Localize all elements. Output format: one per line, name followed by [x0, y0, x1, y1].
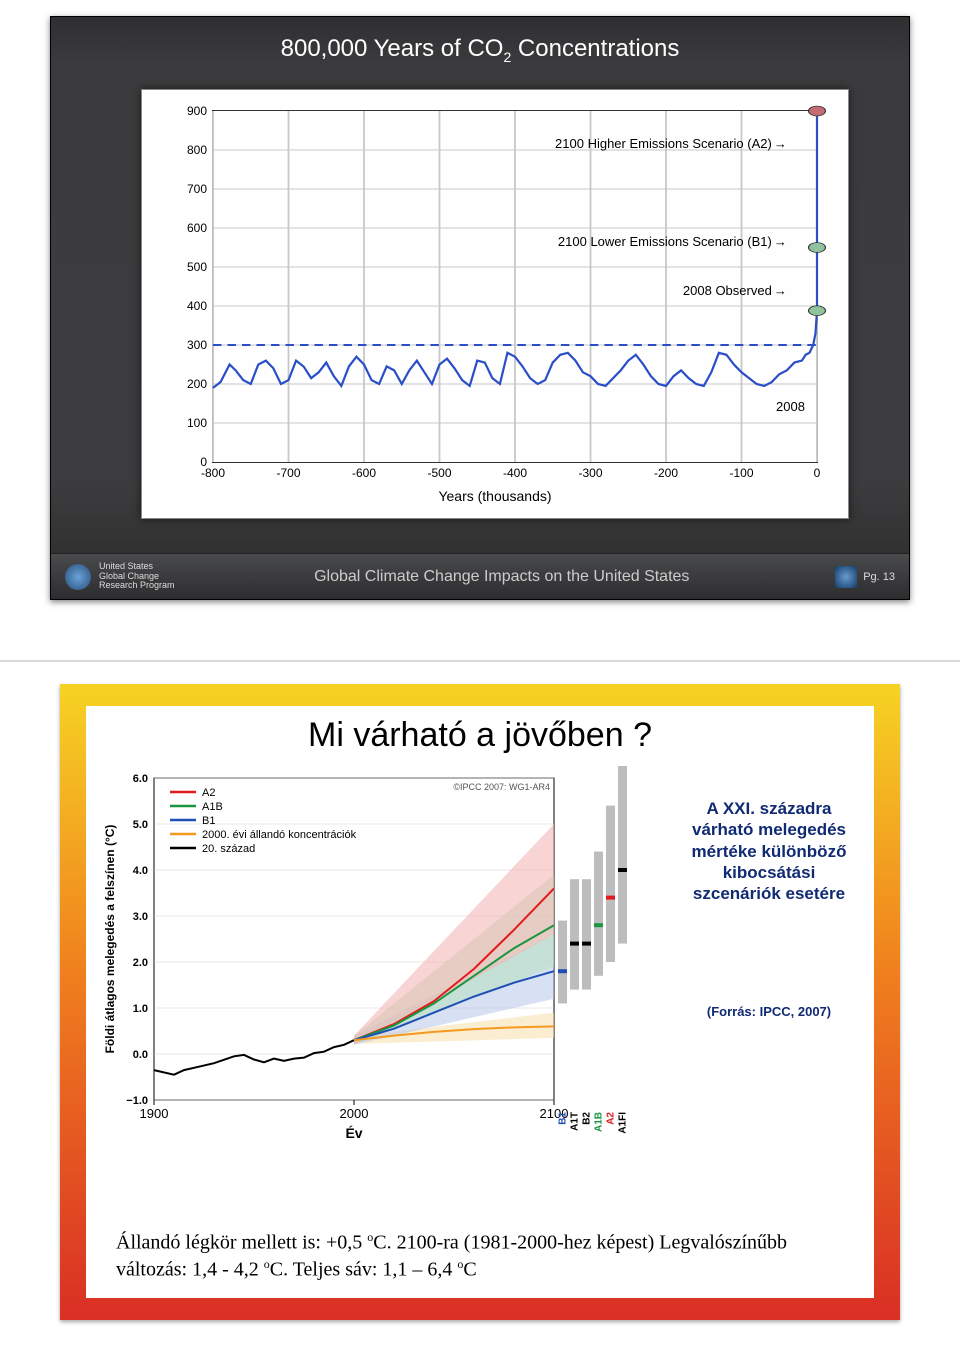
chart1-ytick: 600 [187, 221, 213, 235]
svg-text:A1FI: A1FI [618, 1112, 629, 1134]
right-source: (Forrás: IPCC, 2007) [680, 1004, 858, 1019]
cap-d: C [463, 1259, 476, 1281]
svg-text:A2: A2 [202, 787, 215, 799]
slide2-frame: Mi várható a jövőben ? −1.00.01.02.03.04… [60, 684, 900, 1320]
slide1-footer: United States Global Change Research Pro… [51, 553, 909, 599]
chart1-xtick: -500 [427, 462, 451, 480]
chart1-ytick: 200 [187, 377, 213, 391]
chart1-ytick: 700 [187, 182, 213, 196]
ipcc-chart: −1.00.01.02.03.04.05.06.0190020002100ÉvF… [98, 766, 638, 1146]
svg-text:A1T: A1T [570, 1112, 581, 1131]
svg-text:2000: 2000 [340, 1106, 369, 1121]
chart1-ytick: 300 [187, 338, 213, 352]
chart1-ytick: 900 [187, 104, 213, 118]
chart1-annotation: 2100 Lower Emissions Scenario (B1)→ [558, 234, 787, 249]
svg-text:2000. évi állandó koncentráció: 2000. évi állandó koncentrációk [202, 829, 357, 841]
svg-text:A1B: A1B [202, 801, 223, 813]
chart1-plot-area: 0100200300400500600700800900-800-700-600… [212, 110, 818, 463]
chart1-ytick: 800 [187, 143, 213, 157]
svg-text:A2: A2 [606, 1112, 617, 1125]
svg-text:20. század: 20. század [202, 843, 255, 855]
chart1-ytick: 500 [187, 260, 213, 274]
svg-text:4.0: 4.0 [133, 865, 148, 877]
slide-future-warming: Mi várható a jövőben ? −1.00.01.02.03.04… [0, 662, 960, 1342]
svg-text:B1: B1 [202, 815, 215, 827]
chart1-xtick: -800 [201, 462, 225, 480]
chart1-xlabel: Years (thousands) [142, 488, 848, 504]
svg-text:Év: Év [345, 1125, 362, 1141]
footer-logo-icon [65, 564, 91, 590]
chart1-xtick: -700 [276, 462, 300, 480]
co2-chart: Carbon Dioxide Concentration (ppm) 01002… [141, 89, 849, 519]
svg-text:1900: 1900 [140, 1106, 169, 1121]
svg-text:Földi átlagos melegedés a fels: Földi átlagos melegedés a felszínen (°C) [103, 825, 117, 1054]
svg-text:©IPCC 2007: WG1-AR4: ©IPCC 2007: WG1-AR4 [453, 782, 550, 792]
footer-page: Pg. 13 [829, 566, 909, 588]
right-column: A XXI. századra várható melegedés mérték… [680, 798, 858, 1019]
svg-text:B1: B1 [558, 1112, 569, 1125]
chart1-xtick: -600 [352, 462, 376, 480]
footer-center-text: Global Climate Change Impacts on the Uni… [175, 568, 829, 586]
svg-text:B2: B2 [582, 1112, 593, 1125]
svg-text:0.0: 0.0 [133, 1049, 148, 1061]
chart1-xtick: -200 [654, 462, 678, 480]
chart1-annotation: 2008 Observed→ [683, 283, 787, 298]
title-text-b: Concentrations [511, 35, 679, 62]
svg-text:6.0: 6.0 [133, 773, 148, 785]
chart1-xtick: -100 [729, 462, 753, 480]
slide2-title: Mi várható a jövőben ? [86, 706, 874, 763]
svg-text:5.0: 5.0 [133, 819, 148, 831]
footer-logo-l3: Research Program [99, 581, 175, 590]
chart1-annotation: 2008 [776, 399, 805, 414]
slide-co2-history: 800,000 Years of CO2 Concentrations Carb… [0, 0, 960, 620]
cap-c: C. Teljes sáv: 1,1 – 6,4 [270, 1259, 458, 1281]
footer-logo-text: United States Global Change Research Pro… [99, 562, 175, 590]
chart1-xtick: -400 [503, 462, 527, 480]
chart1-ytick: 400 [187, 299, 213, 313]
title-text-a: 800,000 Years of CO [281, 35, 504, 62]
chart2-svg: −1.00.01.02.03.04.05.06.0190020002100ÉvF… [98, 766, 638, 1146]
chart1-xtick: 0 [814, 462, 821, 480]
slide2-inner: Mi várható a jövőben ? −1.00.01.02.03.04… [86, 706, 874, 1298]
right-heading: A XXI. századra várható melegedés mérték… [680, 798, 858, 904]
svg-text:3.0: 3.0 [133, 911, 148, 923]
chart1-xtick: -300 [578, 462, 602, 480]
cap-a: Állandó légkör mellett is: +0,5 [116, 1231, 367, 1253]
svg-text:A1B: A1B [594, 1112, 605, 1132]
svg-text:2.0: 2.0 [133, 957, 148, 969]
slide1-title: 800,000 Years of CO2 Concentrations [51, 17, 909, 77]
chart1-ytick: 100 [187, 416, 213, 430]
chart1-annotation: 2100 Higher Emissions Scenario (A2)→ [555, 136, 787, 151]
slide1-frame: 800,000 Years of CO2 Concentrations Carb… [50, 16, 910, 600]
svg-text:1.0: 1.0 [133, 1003, 148, 1015]
caption: Állandó légkör mellett is: +0,5 oC. 2100… [116, 1229, 844, 1284]
footer-earth-icon [835, 566, 857, 588]
footer-pg-text: Pg. 13 [863, 571, 895, 583]
